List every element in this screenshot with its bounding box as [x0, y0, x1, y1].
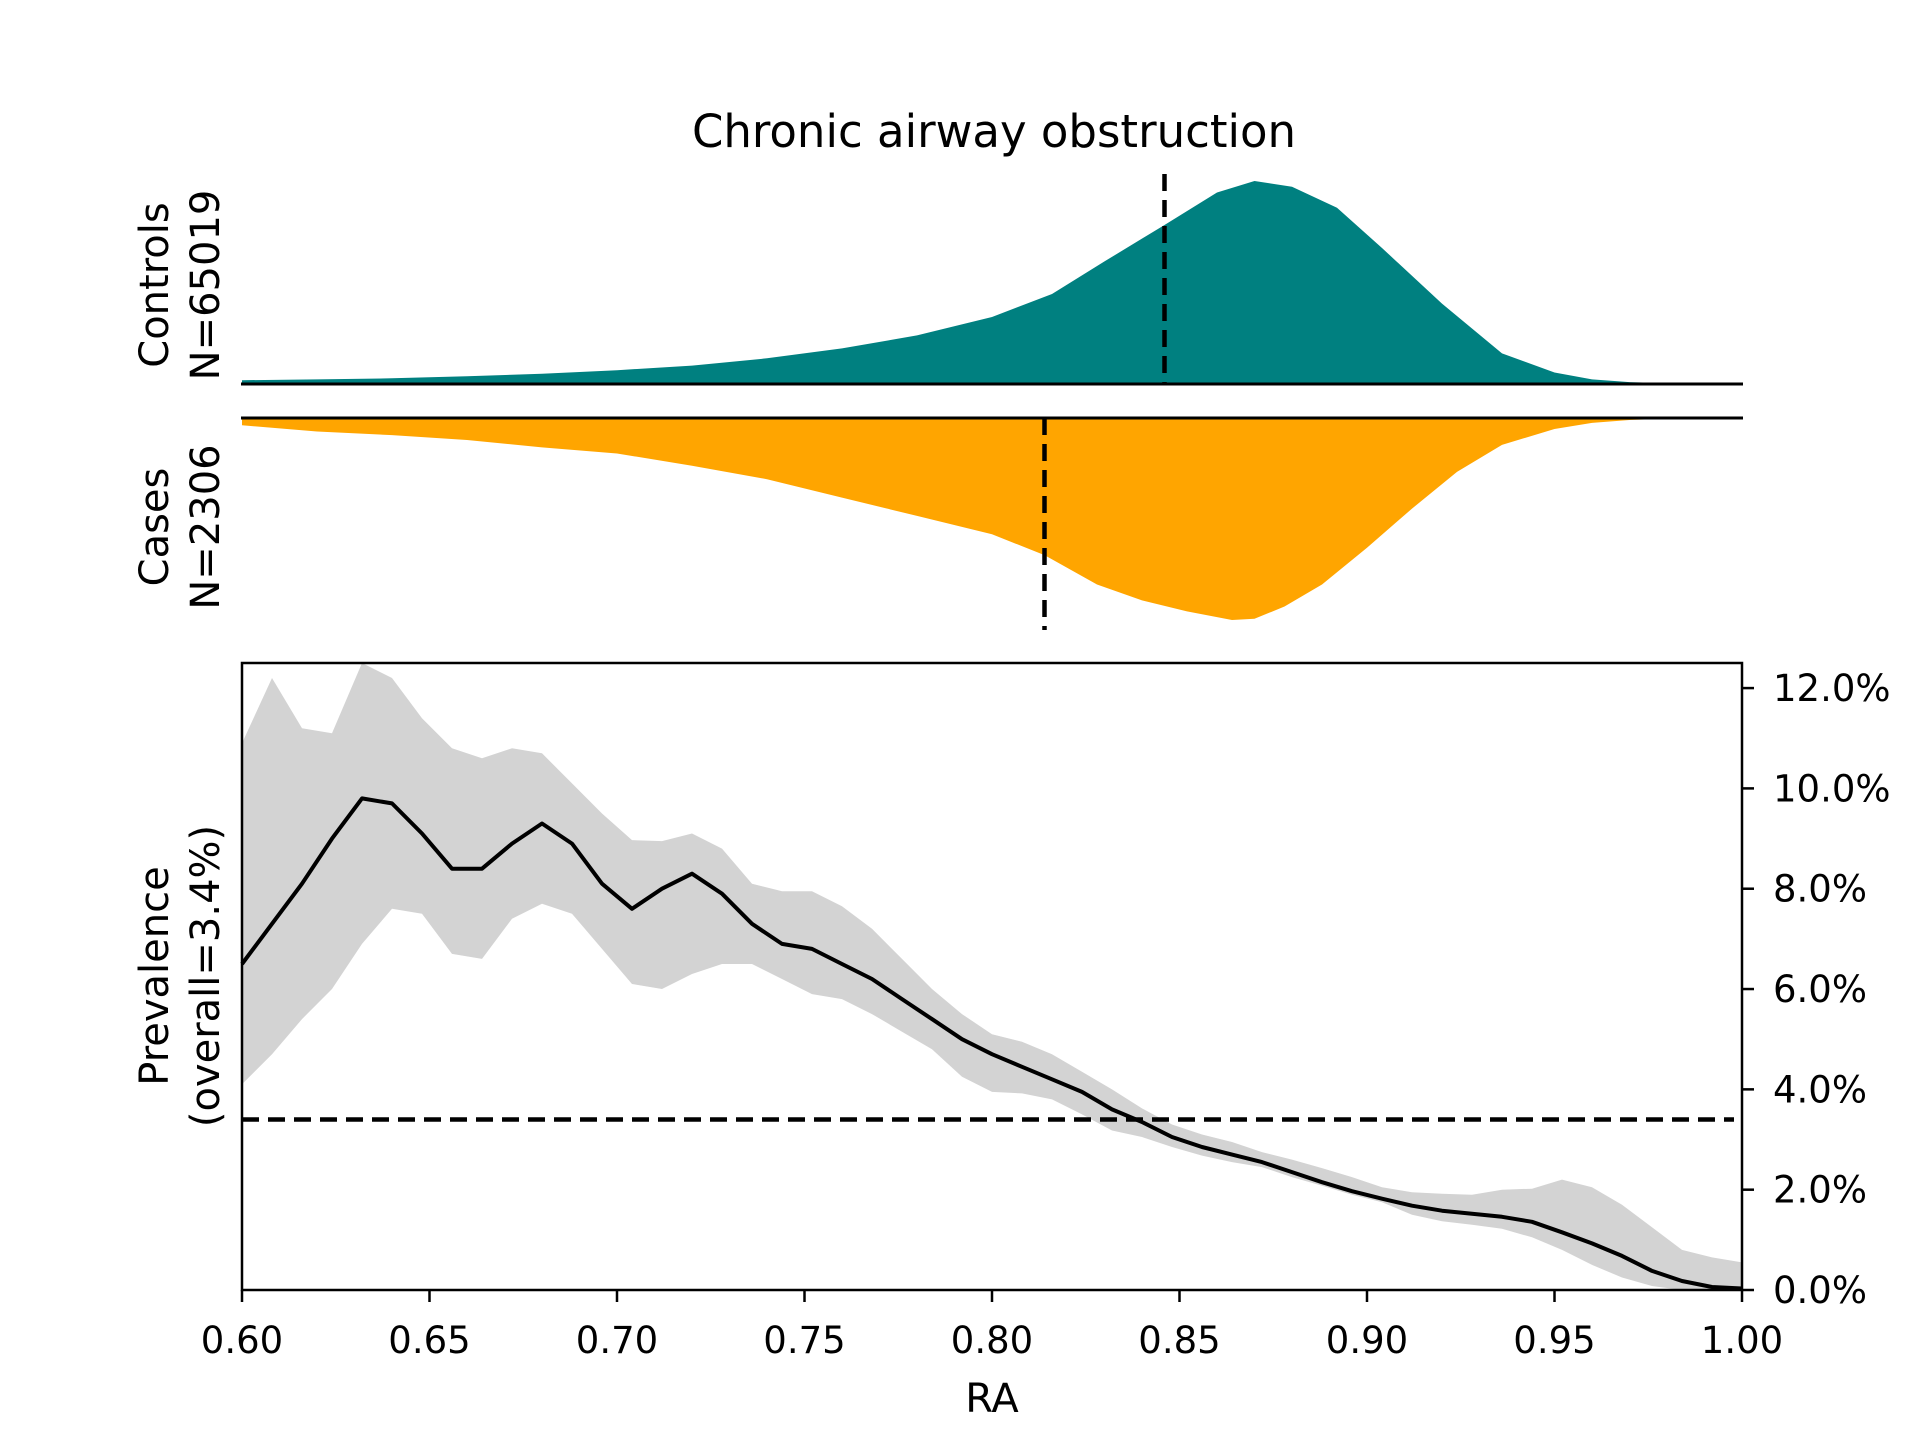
cases-count-label: N=2306: [183, 444, 229, 609]
cases-density-panel: Cases N=2306: [132, 416, 1743, 630]
x-tick-label: 0.60: [201, 1319, 283, 1362]
prevalence-confidence-band: [242, 663, 1742, 1290]
controls-ylabel: Controls: [132, 202, 178, 367]
y-tick-label: 8.0%: [1773, 868, 1867, 911]
x-axis-label: RA: [965, 1376, 1019, 1422]
y-tick-label: 0.0%: [1773, 1269, 1867, 1312]
x-tick-label: 0.90: [1326, 1319, 1408, 1362]
controls-density-area: [242, 181, 1742, 384]
x-tick-label: 0.70: [576, 1319, 658, 1362]
x-axis-ticks: 0.60 0.65 0.70 0.75 0.80 0.85 0.90 0.95 1.00: [201, 1290, 1783, 1362]
y-tick-label: 12.0%: [1773, 667, 1891, 710]
y-tick-label: 6.0%: [1773, 968, 1867, 1011]
prevalence-ylabel-overall: (overall=3.4%): [183, 825, 229, 1127]
prevalence-ylabel: Prevalence: [132, 866, 178, 1085]
controls-density-panel: Controls N=65019: [132, 174, 1743, 386]
x-tick-label: 0.85: [1138, 1319, 1220, 1362]
cases-ylabel: Cases: [132, 468, 178, 587]
y-axis-ticks: 0.0% 2.0% 4.0% 6.0% 8.0% 10.0% 12.0%: [1742, 667, 1891, 1312]
x-tick-label: 0.95: [1513, 1319, 1595, 1362]
x-tick-label: 0.75: [763, 1319, 845, 1362]
y-tick-label: 4.0%: [1773, 1068, 1867, 1111]
prevalence-panel: 0.60 0.65 0.70 0.75 0.80 0.85 0.90 0.95 1.00 0.0…: [132, 661, 1891, 1422]
chart-title: Chronic airway obstruction: [692, 105, 1296, 158]
cases-density-area: [242, 418, 1742, 620]
y-tick-label: 2.0%: [1773, 1169, 1867, 1212]
x-tick-label: 0.80: [951, 1319, 1033, 1362]
controls-count-label: N=65019: [183, 190, 229, 381]
y-tick-label: 10.0%: [1773, 767, 1891, 810]
x-tick-label: 0.65: [388, 1319, 470, 1362]
prevalence-line: [240, 796, 1743, 1291]
x-tick-label: 1.00: [1701, 1319, 1783, 1362]
